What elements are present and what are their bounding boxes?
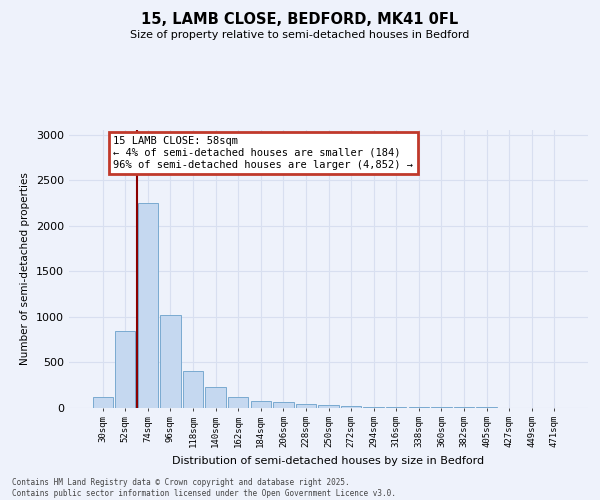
Bar — [228, 396, 248, 407]
Bar — [183, 371, 203, 408]
Text: 15 LAMB CLOSE: 58sqm
← 4% of semi-detached houses are smaller (184)
96% of semi-: 15 LAMB CLOSE: 58sqm ← 4% of semi-detach… — [113, 136, 413, 170]
Y-axis label: Number of semi-detached properties: Number of semi-detached properties — [20, 172, 31, 365]
Bar — [115, 331, 136, 407]
Bar — [138, 203, 158, 408]
Bar — [251, 401, 271, 407]
Bar — [205, 386, 226, 407]
Text: Size of property relative to semi-detached houses in Bedford: Size of property relative to semi-detach… — [130, 30, 470, 40]
Bar — [160, 314, 181, 408]
Bar — [296, 404, 316, 407]
Text: 15, LAMB CLOSE, BEDFORD, MK41 0FL: 15, LAMB CLOSE, BEDFORD, MK41 0FL — [142, 12, 458, 28]
Bar — [273, 402, 293, 407]
Text: Contains HM Land Registry data © Crown copyright and database right 2025.
Contai: Contains HM Land Registry data © Crown c… — [12, 478, 396, 498]
X-axis label: Distribution of semi-detached houses by size in Bedford: Distribution of semi-detached houses by … — [172, 456, 485, 466]
Bar — [92, 396, 113, 407]
Bar — [341, 406, 361, 407]
Bar — [364, 406, 384, 408]
Bar — [319, 405, 338, 407]
